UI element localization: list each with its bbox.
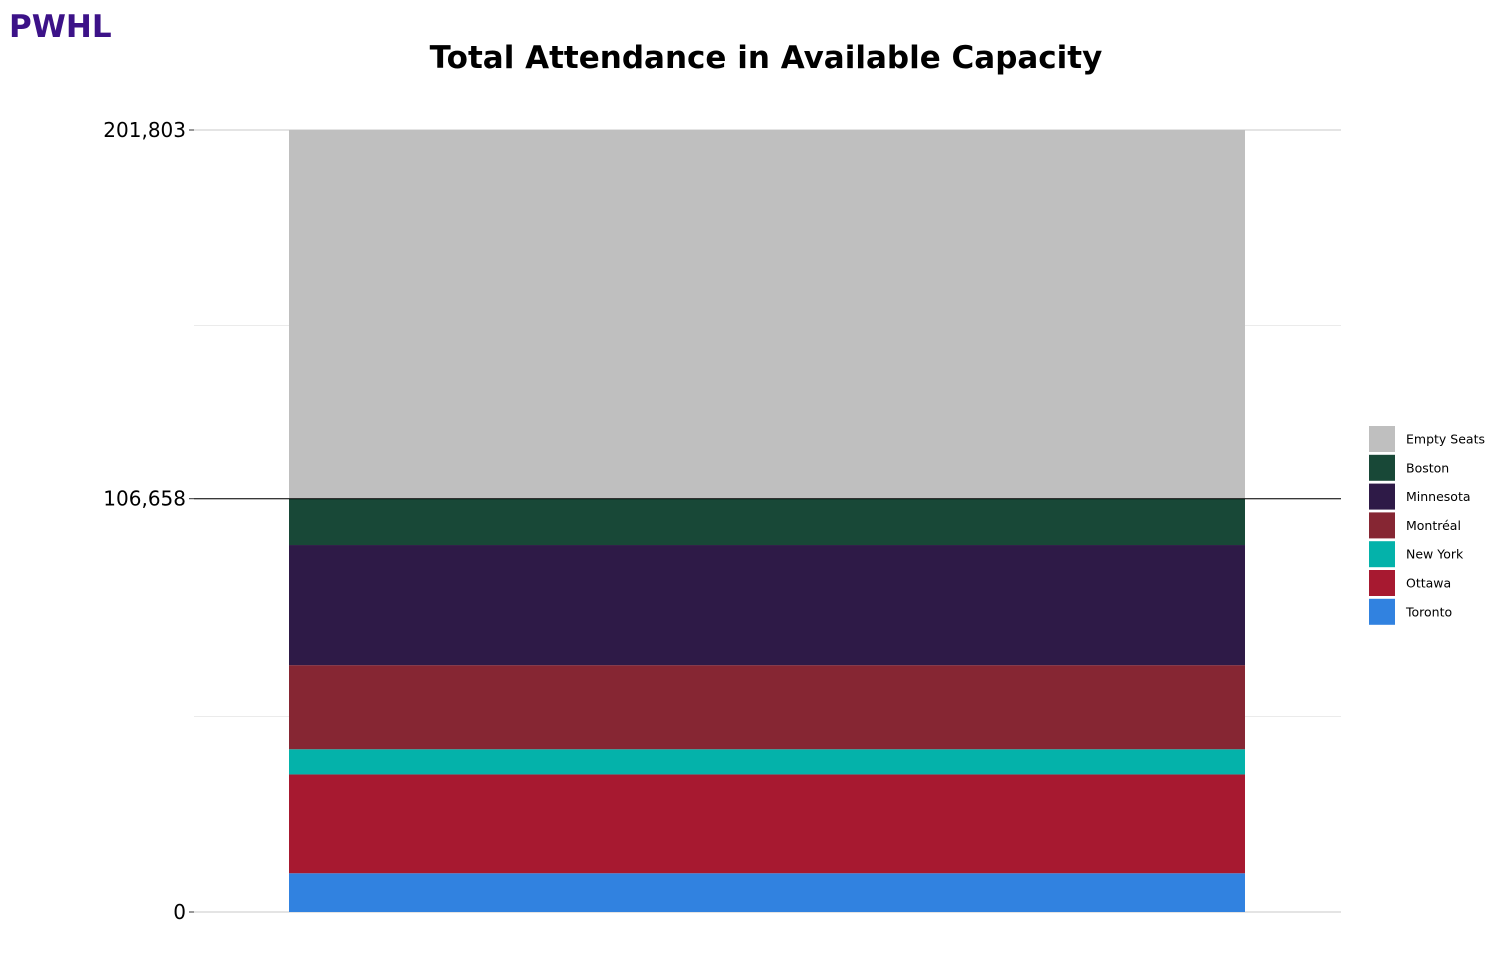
bar-segment-boston xyxy=(289,498,1245,546)
brand-logo-text: PWHL xyxy=(9,9,112,45)
legend: Empty Seats Boston Minnesota Montréal New Yo… xyxy=(1369,426,1485,625)
stacked-bar xyxy=(289,130,1245,912)
legend-label-toronto: Toronto xyxy=(1405,604,1452,619)
legend-key-montr-al xyxy=(1369,512,1395,539)
legend-key-minnesota xyxy=(1369,483,1395,510)
legend-key-boston xyxy=(1369,454,1395,481)
legend-key-ottawa xyxy=(1369,570,1395,596)
legend-key-empty-seats xyxy=(1369,426,1395,452)
y-tick-label: 201,803 xyxy=(103,118,186,142)
legend-key-new-york xyxy=(1369,541,1395,568)
bar-segment-ottawa xyxy=(289,774,1245,874)
legend-label-new-york: New York xyxy=(1406,547,1464,562)
bar-segment-montr-al xyxy=(289,665,1245,750)
y-axis: 0 106,658 201,803 xyxy=(103,118,194,924)
bar-segment-empty-seats xyxy=(289,130,1245,499)
legend-key-toronto xyxy=(1369,598,1395,625)
y-tick-label: 106,658 xyxy=(103,487,186,511)
legend-label-boston: Boston xyxy=(1406,460,1449,475)
bar-segment-new-york xyxy=(289,749,1245,775)
bar-segment-minnesota xyxy=(289,545,1245,666)
y-tick-label: 0 xyxy=(173,900,186,924)
bar-segment-toronto xyxy=(289,873,1245,912)
legend-label-ottawa: Ottawa xyxy=(1406,576,1451,591)
legend-label-montr-al: Montréal xyxy=(1406,518,1461,533)
legend-label-empty-seats: Empty Seats xyxy=(1406,432,1485,447)
legend-label-minnesota: Minnesota xyxy=(1406,489,1471,504)
chart-title: Total Attendance in Available Capacity xyxy=(430,40,1103,76)
